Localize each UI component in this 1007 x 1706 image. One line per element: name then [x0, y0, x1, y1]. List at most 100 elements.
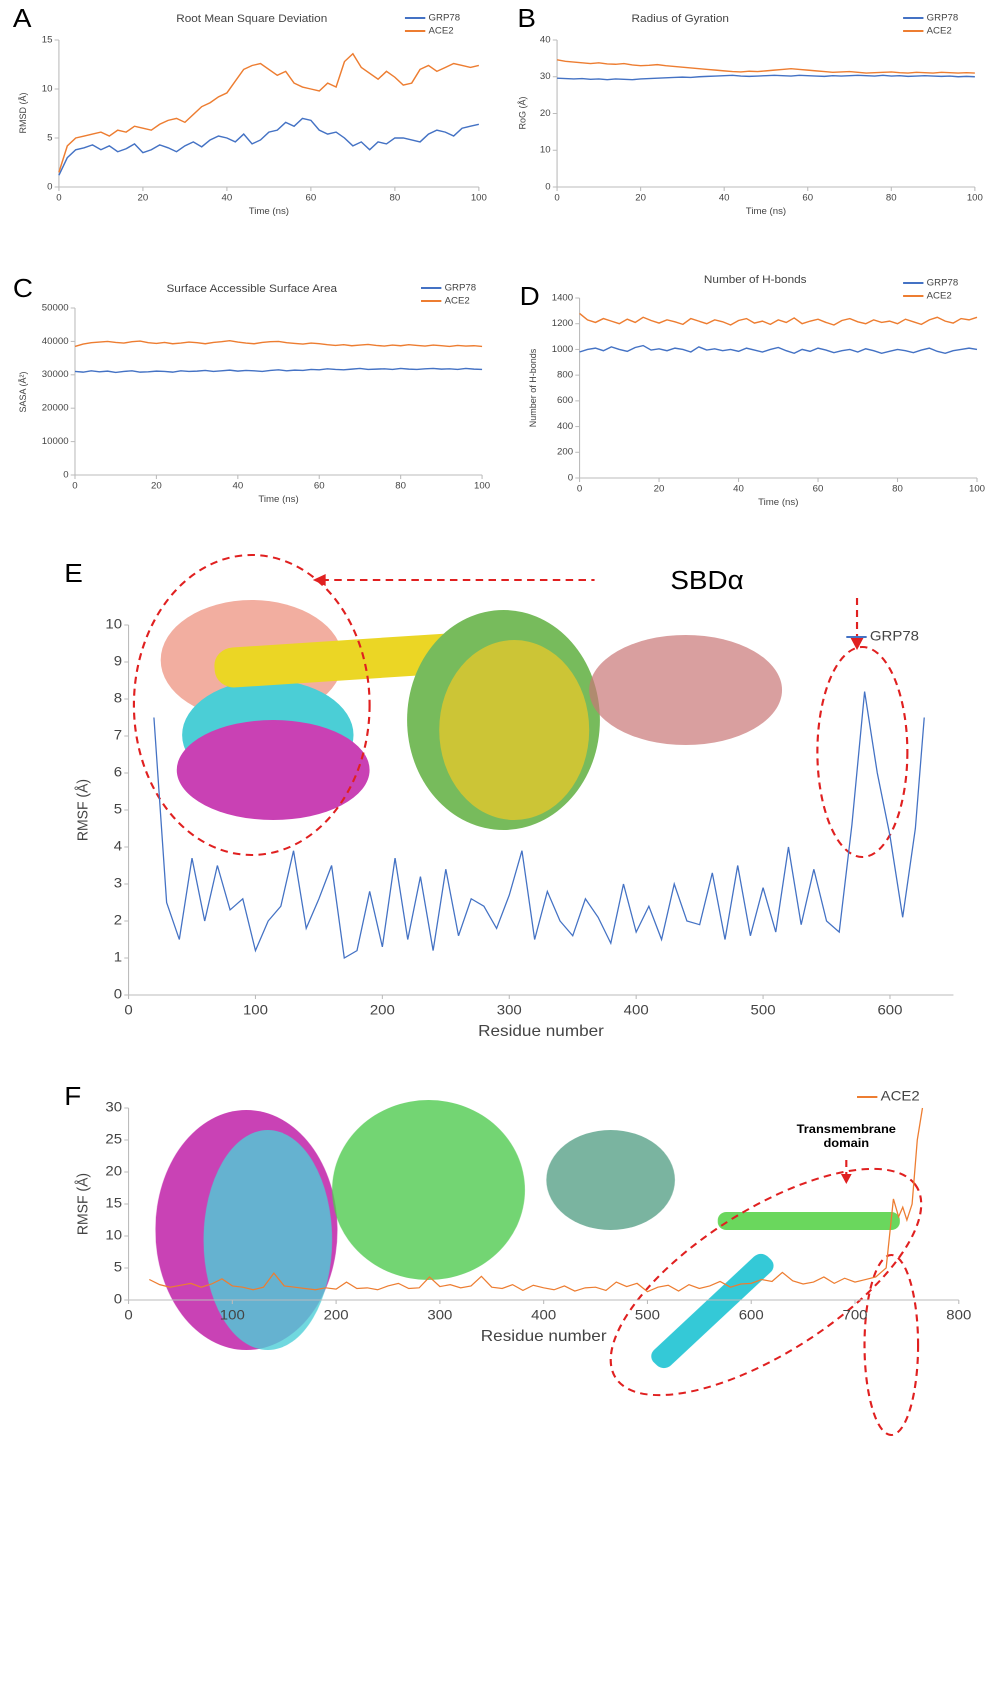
x-tick-label: 0	[72, 481, 77, 491]
y-tick-label: 7	[114, 728, 122, 743]
arrow-heads	[312, 574, 864, 1184]
helix	[651, 1253, 774, 1369]
annotation: Transmembrane domain	[796, 1122, 896, 1150]
y-tick-label: 10	[42, 84, 53, 94]
domain	[332, 1100, 525, 1280]
domain	[546, 1130, 675, 1230]
y-tick-label: 5	[114, 802, 122, 817]
x-tick-label: 200	[324, 1308, 349, 1323]
legend-label: GRP78	[927, 13, 959, 23]
annotation-box: Transmembrane domain	[796, 1122, 896, 1150]
y-tick-label: 10	[105, 617, 122, 632]
y-tick-label: 0	[568, 473, 573, 483]
chart-title: Number of H-bonds	[704, 274, 807, 286]
x-tick-label: 100	[969, 484, 985, 494]
x-tick-label: 40	[733, 484, 744, 494]
y-tick-label: 10	[540, 145, 551, 155]
x-tick-label: 60	[306, 193, 317, 203]
x-tick-label: 40	[232, 481, 243, 491]
y-tick-label: 10000	[42, 436, 69, 446]
chart-title: Surface Accessible Surface Area	[166, 283, 337, 295]
y-axis-label: RMSF (Å)	[74, 779, 92, 841]
x-tick-label: 20	[635, 193, 646, 203]
y-tick-label: 0	[63, 470, 68, 480]
chart-title: Radius of Gyration	[632, 13, 729, 25]
series-line	[149, 1107, 924, 1293]
annotation-shapes	[132, 554, 923, 1436]
y-tick-label: 1400	[552, 293, 573, 303]
y-axis-label: RMSF (Å)	[74, 1173, 92, 1235]
y-tick-label: 15	[42, 35, 53, 45]
x-tick-label: 80	[892, 484, 903, 494]
domain	[589, 635, 783, 745]
domain	[439, 640, 590, 820]
x-tick-label: 20	[151, 481, 162, 491]
x-axis-label: Time (ns)	[758, 497, 798, 507]
series-line	[579, 344, 978, 355]
legend-label: GRP78	[927, 278, 959, 288]
y-tick-label: 200	[557, 447, 573, 457]
x-tick-label: 500	[635, 1308, 660, 1323]
y-tick-label: 1000	[552, 344, 573, 354]
x-axis-label: Time (ns)	[746, 206, 786, 216]
series-line	[556, 59, 975, 74]
y-tick-label: 5	[47, 133, 52, 143]
y-axis-label: Number of H-bonds	[528, 348, 538, 427]
y-tick-label: 600	[557, 396, 573, 406]
x-tick-label: 100	[967, 193, 983, 203]
y-tick-label: 400	[557, 421, 573, 431]
x-tick-label: 400	[531, 1308, 556, 1323]
y-tick-label: 2	[114, 913, 122, 928]
x-tick-label: 60	[813, 484, 824, 494]
x-tick-label: 0	[56, 193, 61, 203]
x-tick-label: 40	[222, 193, 233, 203]
y-tick-label: 30	[540, 71, 551, 81]
panel-label: F	[64, 1082, 81, 1111]
x-axis-label: Residue number	[478, 1022, 604, 1040]
x-tick-label: 20	[138, 193, 149, 203]
x-tick-label: 0	[554, 193, 559, 203]
x-tick-label: 800	[946, 1308, 971, 1323]
x-tick-label: 0	[124, 1308, 132, 1323]
y-axis-label: RMSD (Å)	[18, 93, 28, 134]
helix	[214, 632, 482, 688]
x-tick-label: 100	[474, 481, 490, 491]
x-tick-label: 0	[124, 1003, 132, 1018]
x-tick-label: 0	[577, 484, 582, 494]
y-tick-label: 9	[114, 654, 122, 669]
x-tick-label: 100	[220, 1308, 245, 1323]
y-tick-label: 30000	[42, 369, 69, 379]
legend-label: GRP78	[445, 283, 477, 293]
series-line	[153, 691, 925, 960]
chart-title: Root Mean Square Deviation	[176, 13, 327, 25]
y-tick-label: 0	[545, 182, 550, 192]
x-tick-label: 300	[497, 1003, 522, 1018]
x-tick-label: 100	[471, 193, 487, 203]
annotation: SBDα	[670, 566, 743, 595]
dashed-ellipse	[863, 1254, 920, 1436]
legend-label: ACE2	[881, 1089, 920, 1104]
y-tick-label: 10	[105, 1228, 122, 1243]
series-line	[74, 367, 483, 374]
series-line	[58, 52, 480, 173]
legend-label: GRP78	[429, 13, 461, 23]
x-tick-label: 400	[624, 1003, 649, 1018]
y-tick-label: 0	[114, 1292, 122, 1307]
legend-label: ACE2	[927, 291, 952, 301]
x-tick-label: 600	[877, 1003, 902, 1018]
x-tick-label: 300	[427, 1308, 452, 1323]
y-tick-label: 20	[105, 1164, 122, 1179]
y-tick-label: 30	[105, 1100, 122, 1115]
arrow-head	[840, 1174, 852, 1184]
panel-label: D	[520, 282, 540, 311]
x-tick-label: 500	[751, 1003, 776, 1018]
y-axis-label: RoG (Å)	[517, 97, 527, 130]
y-tick-label: 1	[114, 950, 122, 965]
helix-bundle	[176, 720, 370, 820]
y-axis-label: SASA (Å²)	[18, 372, 28, 413]
y-tick-label: 25	[105, 1132, 122, 1147]
dashed-ellipse	[816, 646, 909, 858]
protein-structure-f	[155, 1100, 900, 1369]
series-line	[557, 74, 975, 81]
